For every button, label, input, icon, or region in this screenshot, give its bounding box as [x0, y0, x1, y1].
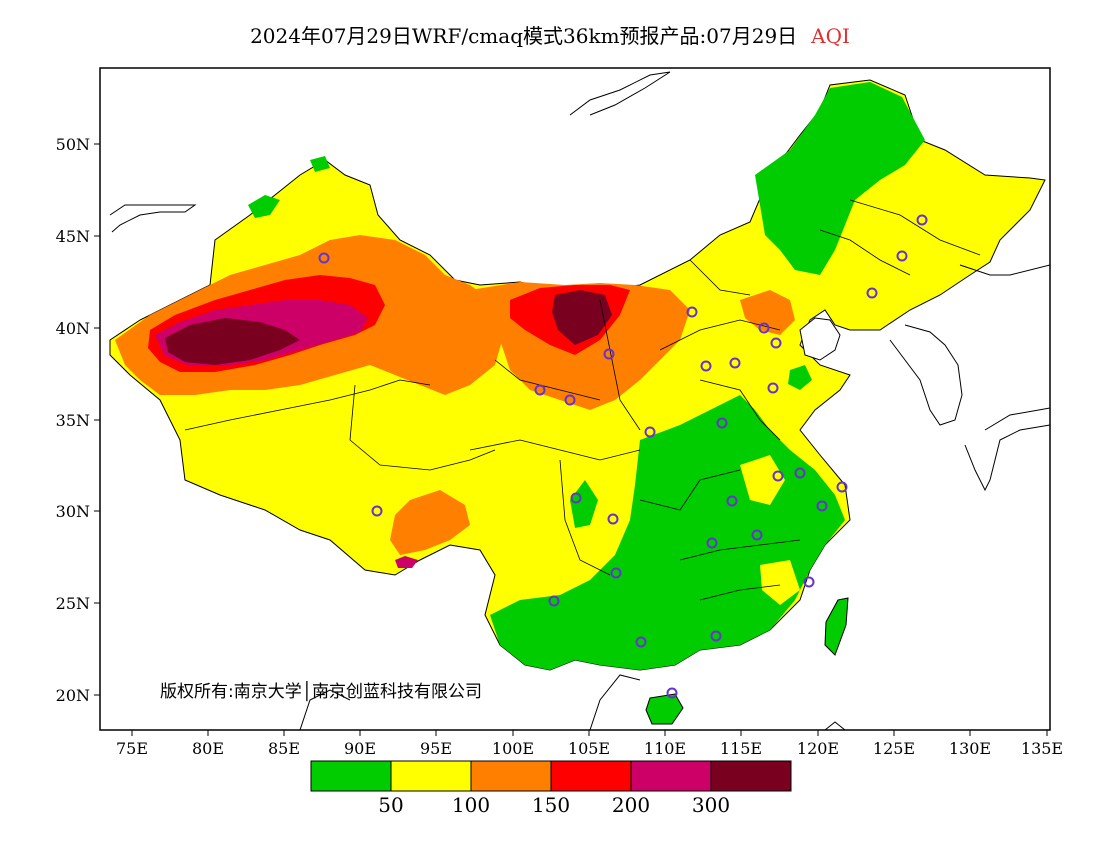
city-marker — [751, 529, 763, 541]
city-marker — [644, 426, 656, 438]
x-tick-label: 130E — [949, 739, 991, 758]
legend-swatch-sensitive — [471, 761, 551, 791]
y-tick-label: 20N — [56, 686, 90, 705]
legend-label: 50 — [378, 793, 403, 817]
legend-label: 150 — [532, 793, 570, 817]
province-boundaries — [184, 199, 981, 601]
city-marker — [700, 360, 712, 372]
y-tick-label: 45N — [56, 227, 90, 246]
x-tick-label: 105E — [568, 739, 610, 758]
y-tick-label: 35N — [56, 411, 90, 430]
x-axis-labels: 75E 80E 85E 90E 95E 100E 105E 110E 115E … — [116, 739, 1063, 758]
city-marker — [534, 384, 546, 396]
legend-swatch-unhealthy — [551, 761, 631, 791]
legend-label: 200 — [612, 793, 650, 817]
x-tick-label: 80E — [192, 739, 224, 758]
bohai-bay — [799, 317, 841, 361]
city-marker — [318, 252, 330, 264]
city-marker — [570, 492, 582, 504]
legend-swatch-hazardous — [711, 761, 791, 791]
y-axis — [94, 143, 100, 696]
city-marker — [726, 495, 738, 507]
city-marker — [607, 513, 619, 525]
city-marker — [716, 417, 728, 429]
x-tick-label: 75E — [116, 739, 148, 758]
city-marker — [816, 500, 828, 512]
city-marker — [666, 687, 678, 699]
island-taiwan — [824, 597, 849, 656]
city-marker — [866, 287, 878, 299]
city-marker — [706, 537, 718, 549]
y-tick-label: 30N — [56, 502, 90, 521]
legend-label: 100 — [452, 793, 490, 817]
region-sensitive-tibet — [390, 490, 470, 555]
region-hazardous-west — [165, 318, 300, 365]
legend-swatch-moderate — [391, 761, 471, 791]
map-frame — [99, 67, 1051, 731]
legend-label: 300 — [692, 793, 730, 817]
region-moderate-patch1 — [760, 560, 800, 605]
city-marker — [564, 394, 576, 406]
region-good-north-top — [310, 156, 330, 172]
city-marker — [710, 630, 722, 642]
map-content: 版权所有:南京大学│南京创蓝科技有限公司 — [109, 71, 1050, 730]
y-tick-label: 25N — [56, 594, 90, 613]
region-good-east-north — [788, 365, 812, 390]
x-tick-label: 125E — [873, 739, 915, 758]
city-marker — [836, 481, 848, 493]
city-marker — [794, 467, 806, 479]
city-marker — [916, 214, 928, 226]
foreign-coastlines — [109, 71, 1050, 730]
x-axis — [131, 730, 1048, 736]
title-variable: AQI — [811, 24, 850, 48]
city-marker — [603, 348, 615, 360]
region-good-northeast — [755, 82, 925, 275]
x-tick-label: 110E — [644, 739, 686, 758]
city-marker — [770, 337, 782, 349]
region-good-sw — [570, 480, 598, 528]
city-marker — [803, 576, 815, 588]
legend-swatch-good — [311, 761, 391, 791]
y-axis-labels: 50N 45N 40N 35N 30N 25N 20N — [56, 135, 90, 705]
x-tick-label: 85E — [268, 739, 300, 758]
city-marker — [729, 357, 741, 369]
city-marker — [767, 382, 779, 394]
map-title: 2024年07月29日WRF/cmaq模式36km预报产品:07月29日 AQI — [0, 20, 1100, 49]
city-marker — [635, 636, 647, 648]
x-tick-label: 95E — [420, 739, 452, 758]
island-hainan — [645, 693, 684, 725]
x-tick-label: 100E — [492, 739, 534, 758]
city-markers — [318, 214, 928, 699]
y-tick-label: 40N — [56, 319, 90, 338]
city-marker — [610, 567, 622, 579]
legend-colorbar — [310, 760, 792, 792]
region-very-unhealthy-south — [395, 556, 418, 568]
x-tick-label: 90E — [344, 739, 376, 758]
x-tick-label: 120E — [797, 739, 839, 758]
region-good-northwest — [248, 195, 280, 218]
legend-labels: 50 100 150 200 300 — [378, 793, 730, 817]
copyright-text: 版权所有:南京大学│南京创蓝科技有限公司 — [160, 681, 482, 702]
region-hazardous-north — [552, 290, 612, 345]
city-marker — [548, 595, 560, 607]
x-tick-label: 135E — [1021, 739, 1063, 758]
legend-swatch-very-unhealthy — [631, 761, 711, 791]
city-marker — [772, 470, 784, 482]
title-main: 2024年07月29日WRF/cmaq模式36km预报产品:07月29日 — [250, 24, 798, 48]
city-marker — [371, 505, 383, 517]
city-marker — [758, 322, 770, 334]
x-tick-label: 115E — [720, 739, 762, 758]
region-moderate-patch2 — [740, 455, 785, 505]
city-marker — [686, 306, 698, 318]
city-marker — [896, 250, 908, 262]
y-tick-label: 50N — [56, 135, 90, 154]
